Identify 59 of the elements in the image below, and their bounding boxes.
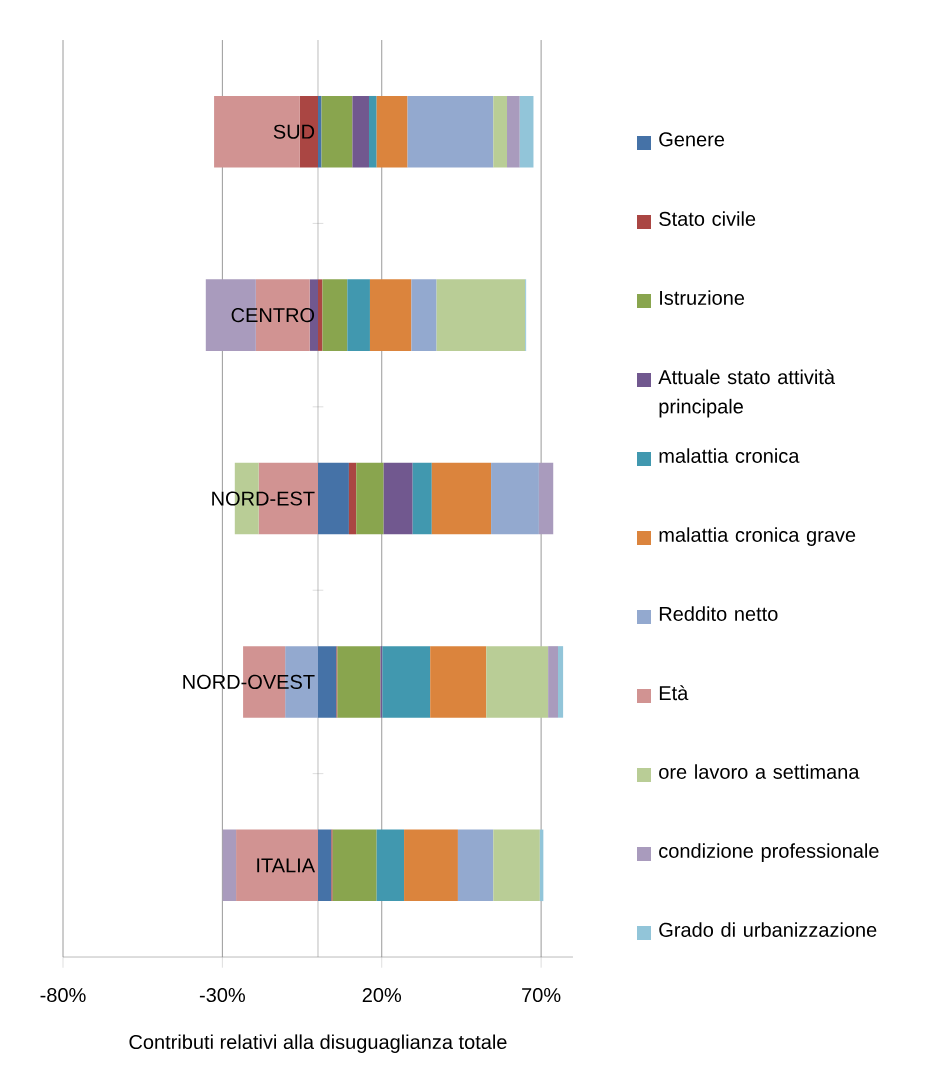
y-tick-label: SUD xyxy=(273,124,315,139)
bar xyxy=(318,95,322,168)
bar xyxy=(382,646,431,718)
bar xyxy=(558,646,564,718)
bar xyxy=(356,462,384,535)
bar xyxy=(407,95,494,168)
bar xyxy=(493,95,508,168)
bar xyxy=(318,829,332,902)
bar xyxy=(222,829,237,902)
bar xyxy=(519,95,534,168)
bar xyxy=(376,829,405,902)
bar xyxy=(318,462,349,535)
legend-label: malattia cronica grave xyxy=(659,527,856,546)
x-axis-title: Contributi relativi alla disuguaglianza totale xyxy=(129,1034,507,1054)
bar xyxy=(337,646,381,718)
bar xyxy=(383,462,413,535)
y-tick-label: NORD-EST xyxy=(212,491,315,506)
bar xyxy=(411,279,437,351)
bar xyxy=(368,95,377,168)
legend-label: Età xyxy=(659,685,689,701)
bar xyxy=(318,279,323,351)
x-tick-label: -80% xyxy=(40,987,86,1003)
bar xyxy=(369,279,412,351)
y-tick-label: ITALIA xyxy=(257,858,316,873)
bar xyxy=(491,462,539,535)
bar xyxy=(412,462,432,535)
bar xyxy=(507,95,520,168)
legend-label: Grado di urbanizzazione xyxy=(659,922,877,937)
bar xyxy=(322,279,348,351)
bar xyxy=(348,462,357,535)
bar xyxy=(538,462,554,535)
legend-label: condizione professionale xyxy=(659,843,879,862)
legend-label: malattia cronica xyxy=(659,448,800,463)
y-tick-label: CENTRO xyxy=(231,308,315,323)
legend-label: Stato civile xyxy=(659,211,756,226)
x-tick-label: -30% xyxy=(199,987,245,1003)
x-tick-label: 70% xyxy=(522,987,561,1003)
bar xyxy=(430,646,487,718)
bar xyxy=(347,279,370,351)
bar xyxy=(321,95,353,168)
bar xyxy=(236,829,318,902)
bar xyxy=(493,829,540,902)
legend-label: Istruzione xyxy=(660,290,745,305)
bar xyxy=(376,95,408,168)
legend-label: Attuale stato attività principale xyxy=(658,369,836,418)
legend-label: Genere xyxy=(659,132,725,147)
legend-label: ore lavoro a settimana xyxy=(659,764,860,779)
bar xyxy=(404,829,458,902)
bar xyxy=(548,646,559,718)
y-tick-label: NORD-OVEST xyxy=(183,674,315,689)
legend-label: Reddito netto xyxy=(659,606,778,621)
bar xyxy=(318,646,337,718)
bar xyxy=(486,646,549,718)
bar xyxy=(332,829,377,902)
bar xyxy=(352,95,369,168)
bar xyxy=(457,829,494,902)
bar xyxy=(431,462,492,535)
bar xyxy=(436,279,526,351)
x-tick-label: 20% xyxy=(362,987,402,1003)
